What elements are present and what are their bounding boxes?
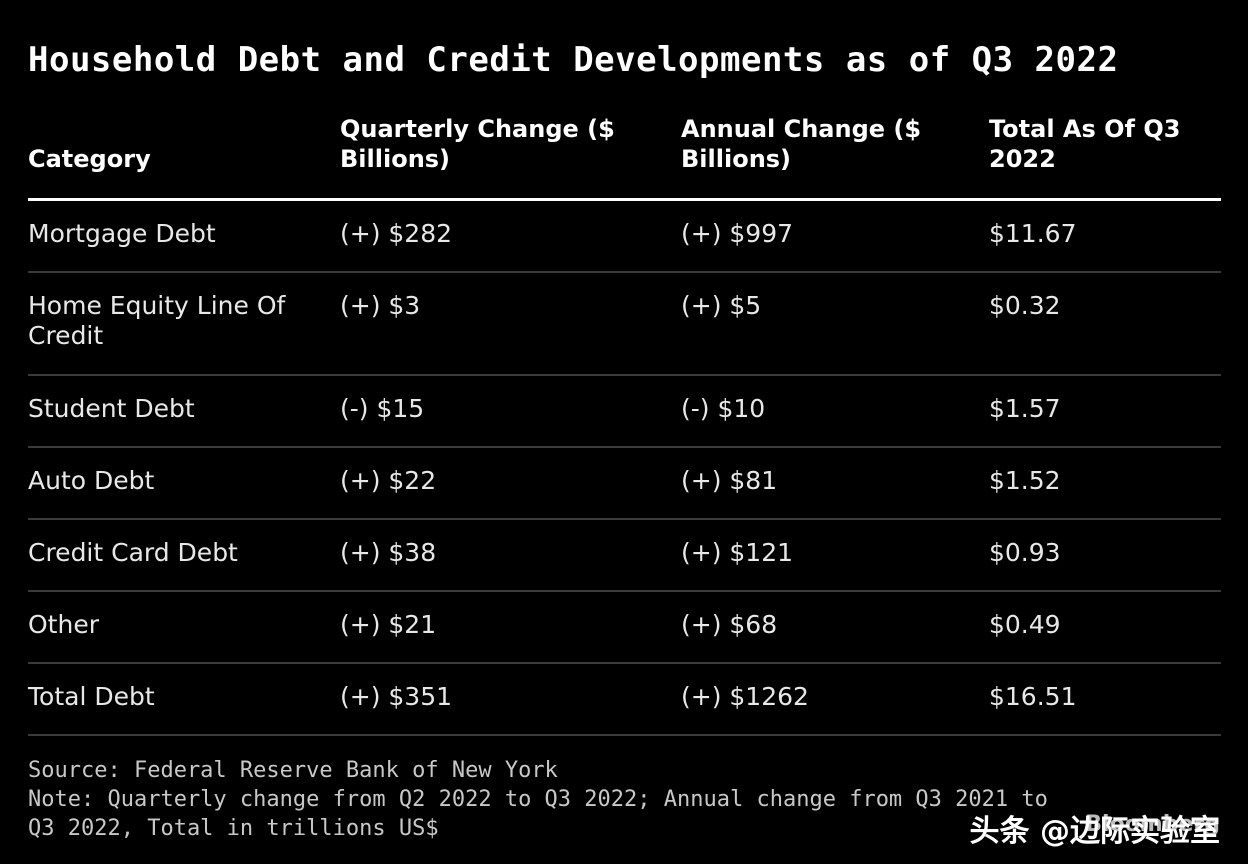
table-row: Auto Debt (+) $22 (+) $81 $1.52 (28, 448, 1221, 520)
quarterly-change-cell: (+) $282 (340, 219, 453, 248)
table-row: Student Debt (-) $15 (-) $10 $1.57 (28, 376, 1221, 448)
total-cell: $0.49 (989, 610, 1061, 639)
quarterly-change-cell: (+) $3 (340, 291, 421, 320)
annual-change-cell: (+) $997 (681, 219, 794, 248)
table-body: Mortgage Debt (+) $282 (+) $997 $11.67 Home … (28, 201, 1221, 736)
column-header-annual-change: Annual Change ($ Billions) (681, 115, 922, 173)
category-cell: Other (28, 610, 99, 639)
total-cell: $16.51 (989, 682, 1077, 711)
total-cell: $0.93 (989, 538, 1061, 567)
debt-table: Category Quarterly Change ($ Billions) A… (28, 112, 1221, 736)
annual-change-cell: (+) $1262 (681, 682, 809, 711)
chart-title: Household Debt and Credit Developments a… (28, 40, 1119, 80)
category-cell: Total Debt (28, 682, 155, 711)
table-row: Total Debt (+) $351 (+) $1262 $16.51 (28, 664, 1221, 736)
table-header: Category Quarterly Change ($ Billions) A… (28, 112, 1221, 201)
table-row: Other (+) $21 (+) $68 $0.49 (28, 592, 1221, 664)
note-line-1: Note: Quarterly change from Q2 2022 to Q… (28, 787, 1048, 812)
category-cell: Mortgage Debt (28, 219, 216, 248)
annual-change-cell: (+) $81 (681, 466, 778, 495)
total-cell: $1.57 (989, 394, 1061, 423)
column-header-total: Total As Of Q3 2022 (989, 115, 1181, 173)
quarterly-change-cell: (+) $351 (340, 682, 453, 711)
chart-footer: Source: Federal Reserve Bank of New York… (28, 756, 1048, 843)
quarterly-change-cell: (+) $38 (340, 538, 437, 567)
column-header-quarterly-change: Quarterly Change ($ Billions) (340, 115, 615, 173)
category-cell: Home Equity Line Of Credit (28, 291, 286, 350)
total-cell: $11.67 (989, 219, 1077, 248)
table-row: Credit Card Debt (+) $38 (+) $121 $0.93 (28, 520, 1221, 592)
bloomberg-logo: Bloomberg (1085, 812, 1220, 837)
quarterly-change-cell: (+) $22 (340, 466, 437, 495)
table-row: Home Equity Line Of Credit (+) $3 (+) $5 $0… (28, 273, 1221, 376)
category-cell: Student Debt (28, 394, 195, 423)
total-cell: $1.52 (989, 466, 1061, 495)
quarterly-change-cell: (+) $21 (340, 610, 437, 639)
category-cell: Auto Debt (28, 466, 155, 495)
table-row: Mortgage Debt (+) $282 (+) $997 $11.67 (28, 201, 1221, 273)
annual-change-cell: (+) $121 (681, 538, 794, 567)
note-line-2: Q3 2022, Total in trillions US$ (28, 816, 439, 841)
category-cell: Credit Card Debt (28, 538, 238, 567)
total-cell: $0.32 (989, 291, 1061, 320)
annual-change-cell: (+) $68 (681, 610, 778, 639)
source-note: Source: Federal Reserve Bank of New York (28, 758, 558, 783)
annual-change-cell: (+) $5 (681, 291, 762, 320)
quarterly-change-cell: (-) $15 (340, 394, 425, 423)
watermark: 头条 @边际实验室 (969, 814, 1220, 849)
annual-change-cell: (-) $10 (681, 394, 766, 423)
column-header-category: Category (28, 145, 151, 173)
